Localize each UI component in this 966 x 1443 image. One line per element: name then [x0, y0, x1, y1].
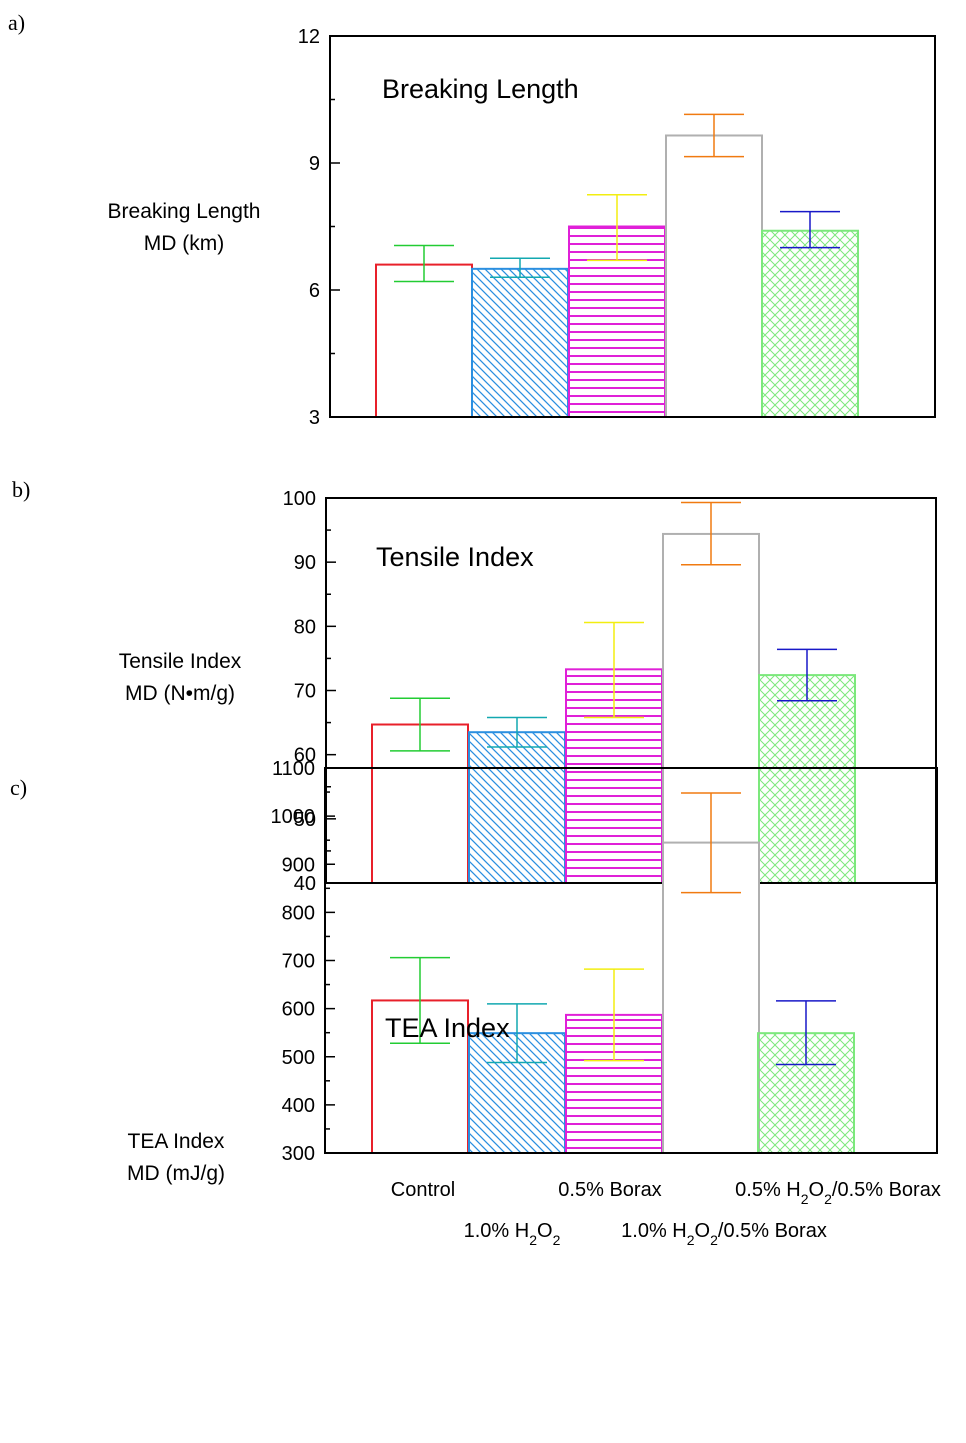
y-axis-label: Tensile Index — [119, 650, 242, 673]
x-axis-labels: Control 1.0% H2O2 0.5% Borax 1.0% H2O2/0.5%… — [391, 1179, 941, 1248]
bar — [471, 267, 569, 419]
y-axis-label: MD (N•m/g) — [125, 682, 235, 705]
y-axis-label: MD (km) — [144, 232, 224, 255]
x-tick-label: 1.0% H2O2/0.5% Borax — [621, 1220, 827, 1248]
y-tick-label: 600 — [282, 999, 315, 1021]
x-tick-label: 0.5% Borax — [558, 1179, 661, 1201]
chart-title: TEA Index — [385, 1013, 510, 1043]
y-tick-label: 12 — [298, 26, 320, 48]
y-axis-label: Breaking Length — [108, 200, 261, 223]
y-tick-label: 400 — [282, 1095, 315, 1117]
y-tick-label: 80 — [294, 616, 316, 638]
bar — [375, 263, 473, 418]
x-tick-label: 1.0% H2O2 — [464, 1220, 561, 1248]
y-axis-label: MD (mJ/g) — [127, 1162, 225, 1185]
y-tick-label: 700 — [282, 951, 315, 973]
y-tick-label: 3 — [309, 407, 320, 429]
chart-panel-1: a) 3 6 9 12 Breaking Length Breaking Length MD … — [8, 10, 936, 429]
y-tick-label: 90 — [294, 552, 316, 574]
y-tick-label: 50 — [294, 809, 316, 831]
bar — [761, 229, 859, 418]
y-tick-label: 500 — [282, 1047, 315, 1069]
y-tick-label: 60 — [294, 745, 316, 767]
x-tick-label: Control — [391, 1179, 455, 1201]
y-tick-label: 6 — [309, 280, 320, 302]
panel-label: b) — [12, 477, 30, 502]
chart-panel-2: b) 40 50 60 70 80 90 100 Tensile Index Tensile In… — [12, 477, 937, 895]
y-tick-label: 100 — [283, 488, 316, 510]
bar — [665, 134, 763, 418]
y-axis-label: TEA Index — [128, 1130, 225, 1153]
bar — [468, 731, 566, 884]
y-tick-label: 300 — [282, 1143, 315, 1165]
y-tick-label: 800 — [282, 902, 315, 924]
y-tick-label: 9 — [309, 153, 320, 175]
panel-label: c) — [10, 775, 27, 800]
y-tick-label: 70 — [294, 681, 316, 703]
bar — [758, 674, 856, 884]
y-tick-label: 40 — [294, 873, 316, 895]
panel-label: a) — [8, 10, 25, 35]
y-tick-label: 1000 — [271, 806, 316, 828]
chart-title: Tensile Index — [376, 542, 534, 572]
y-tick-label: 1100 — [272, 758, 315, 780]
x-tick-label: 0.5% H2O2/0.5% Borax — [735, 1179, 941, 1207]
chart-panel-3: c) 300 400 500 600 700 800 900 1000 1100 TEA Index… — [10, 758, 938, 1185]
chart-title: Breaking Length — [382, 74, 579, 104]
y-tick-label: 900 — [282, 854, 315, 876]
